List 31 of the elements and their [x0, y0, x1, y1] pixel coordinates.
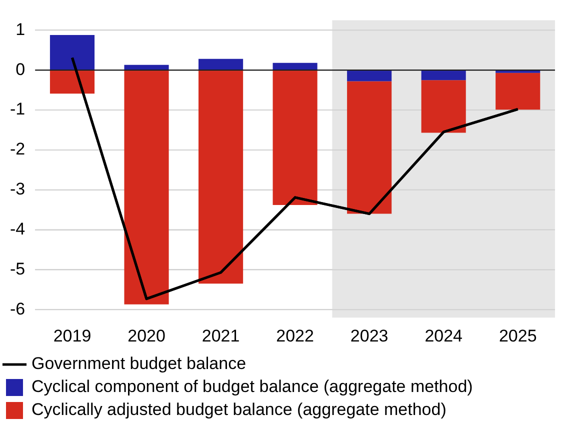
x-tick-label: 2022: [276, 326, 314, 346]
x-tick-label: 2021: [202, 326, 240, 346]
y-tick-label: 0: [16, 60, 26, 79]
bar: [198, 70, 244, 284]
bar: [347, 70, 392, 82]
bar: [496, 72, 540, 110]
legend-label: Cyclically adjusted budget balance (aggregate method): [32, 400, 446, 420]
y-tick-label: -4: [10, 219, 26, 238]
bar: [198, 58, 244, 70]
y-tick-label: 1: [16, 20, 26, 39]
y-tick-label: -5: [10, 259, 26, 278]
bar: [124, 70, 169, 304]
x-tick-label: 2020: [128, 326, 166, 346]
bar: [421, 80, 466, 133]
bar: [272, 62, 318, 70]
y-tick-label: -6: [10, 299, 26, 318]
bar: [347, 81, 392, 214]
x-tick-label: 2023: [350, 326, 388, 346]
bar: [50, 70, 95, 94]
legend-label: Government budget balance: [32, 354, 246, 374]
x-tick-label: 2019: [53, 326, 92, 346]
y-tick-label: -2: [10, 140, 26, 159]
legend-label: Cyclical component of budget balance (aggregate method): [32, 377, 473, 396]
bar: [421, 70, 466, 80]
bar: [272, 70, 318, 206]
x-tick-label: 2025: [498, 326, 537, 346]
x-tick-label: 2024: [424, 326, 463, 346]
y-tick-label: -3: [10, 180, 26, 199]
bar: [50, 34, 95, 70]
y-tick-label: -1: [10, 100, 26, 119]
bar: [124, 64, 169, 70]
